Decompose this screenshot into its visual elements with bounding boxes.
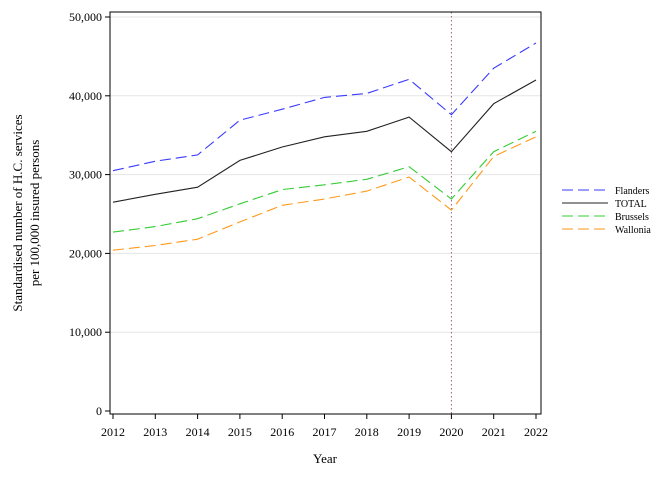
legend: Flanders TOTAL Brussels Wallonia: [562, 186, 651, 236]
x-tick-label: 2015: [228, 425, 252, 439]
y-axis-title-line-1: Standardised number of H.C. services: [10, 114, 25, 311]
x-axis-title: Year: [313, 451, 338, 466]
x-tick-label: 2022: [524, 425, 548, 439]
legend-label-total: TOTAL: [615, 199, 647, 210]
x-tick-label: 2019: [397, 425, 421, 439]
series-line-total: [112, 79, 537, 203]
series-line-flanders: [112, 42, 537, 172]
axis-layer: 0 10,000 20,000 30,000 40,000 50,000 2012 2013 2…: [69, 10, 548, 439]
y-tick-label: 20,000: [69, 246, 102, 260]
series-line-wallonia: [112, 136, 537, 251]
y-tick-label: 50,000: [69, 10, 102, 24]
x-tick-label: 2017: [313, 425, 337, 439]
x-tick-label: 2020: [439, 425, 463, 439]
y-tick-label: 10,000: [69, 325, 102, 339]
y-axis-title-line-2: per 100,000 insured persons: [27, 140, 42, 287]
x-tick-label: 2021: [482, 425, 506, 439]
series-line-brussels: [112, 130, 537, 233]
y-axis-title: Standardised number of H.C. services per…: [10, 114, 42, 311]
x-tick-label: 2012: [101, 425, 125, 439]
plot-frame: [109, 11, 542, 415]
legend-label-wallonia: Wallonia: [615, 225, 651, 236]
x-tick-label: 2013: [143, 425, 167, 439]
legend-label-brussels: Brussels: [615, 212, 649, 223]
y-tick-label: 40,000: [69, 89, 102, 103]
y-tick-label: 30,000: [69, 168, 102, 182]
series-layer: [112, 42, 537, 251]
legend-label-flanders: Flanders: [615, 186, 650, 197]
x-tick-label: 2014: [186, 425, 210, 439]
x-tick-label: 2016: [270, 425, 294, 439]
x-tick-label: 2018: [355, 425, 379, 439]
grid-layer: [110, 16, 541, 333]
y-tick-label: 0: [96, 404, 102, 418]
